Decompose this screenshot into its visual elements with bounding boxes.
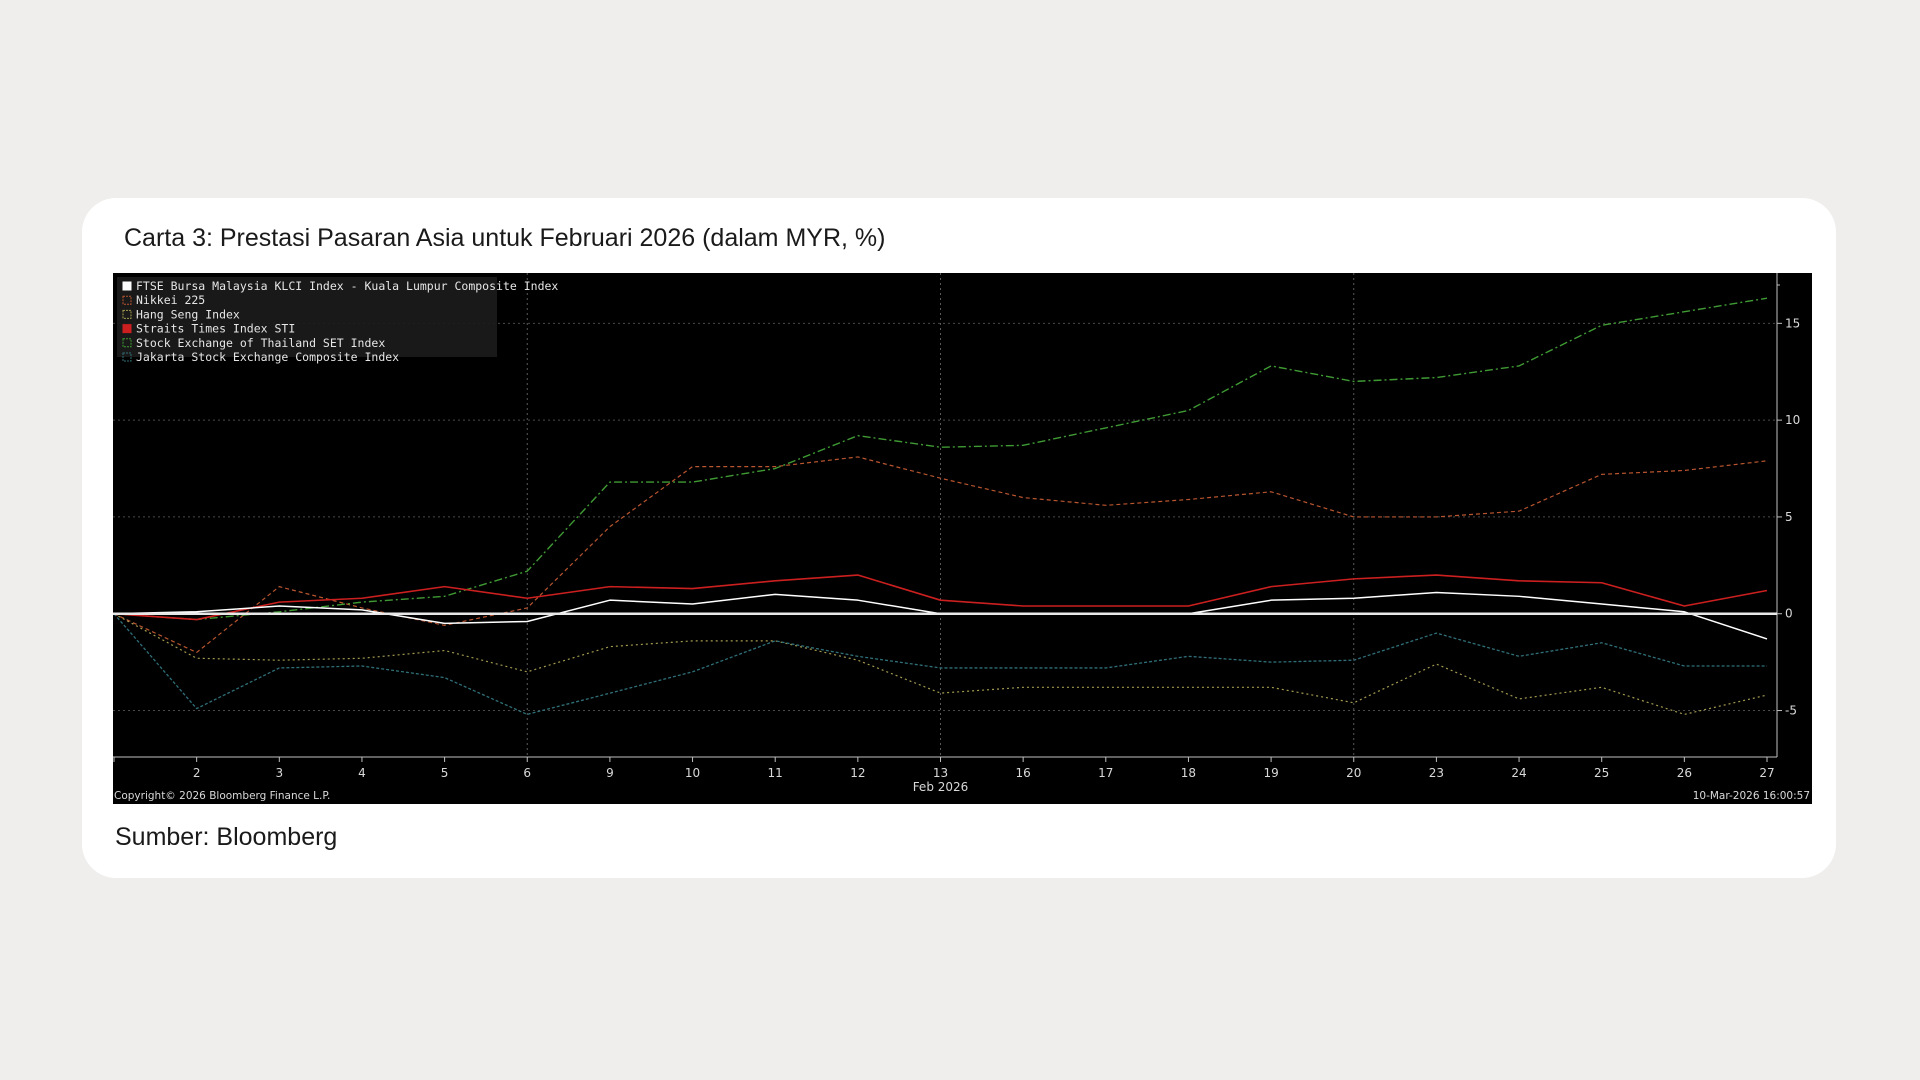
chart-title: Carta 3: Prestasi Pasaran Asia untuk Feb…: [124, 224, 886, 252]
x-tick-label: 20: [1346, 766, 1361, 780]
chart-source: Sumber: Bloomberg: [115, 823, 338, 851]
x-tick-label: 13: [933, 766, 948, 780]
legend-swatch: [122, 281, 132, 291]
chart-card: Carta 3: Prestasi Pasaran Asia untuk Feb…: [82, 198, 1836, 878]
x-tick-label: 6: [523, 766, 531, 780]
y-tick-label: -5: [1785, 704, 1797, 718]
y-tick-label: 15: [1785, 316, 1800, 330]
x-tick-label: 9: [606, 766, 614, 780]
x-tick-label: 11: [768, 766, 783, 780]
x-tick-label: 5: [441, 766, 449, 780]
series-line-5: [113, 613, 1767, 716]
legend-label: Stock Exchange of Thailand SET Index: [136, 336, 385, 350]
x-tick-label: 3: [275, 766, 283, 780]
x-tick-label: 16: [1016, 766, 1031, 780]
x-tick-label: 27: [1759, 766, 1774, 780]
x-tick-label: 4: [358, 766, 366, 780]
series-line-3: [113, 574, 1768, 621]
x-tick-label: 23: [1429, 766, 1444, 780]
legend-swatch: [122, 324, 132, 334]
legend-label: Nikkei 225: [136, 293, 205, 307]
x-tick-label: 25: [1594, 766, 1609, 780]
legend-background: [117, 277, 497, 357]
legend-label: Straits Times Index STI: [136, 322, 295, 336]
x-tick-label: 12: [850, 766, 865, 780]
timestamp-text: 10-Mar-2026 16:00:57: [1693, 790, 1810, 802]
legend-swatch: [122, 352, 132, 362]
copyright-text: Copyright© 2026 Bloomberg Finance L.P.: [114, 790, 330, 802]
legend-label: FTSE Bursa Malaysia KLCI Index - Kuala L…: [136, 279, 558, 293]
x-tick-label: 19: [1263, 766, 1278, 780]
x-tick-label: 10: [685, 766, 700, 780]
x-tick-label: 18: [1181, 766, 1196, 780]
legend: FTSE Bursa Malaysia KLCI Index - Kuala L…: [117, 277, 558, 364]
x-tick-label: 26: [1677, 766, 1692, 780]
y-tick-label: 0: [1785, 607, 1793, 621]
legend-label: Jakarta Stock Exchange Composite Index: [136, 350, 399, 364]
x-tick-label: 2: [193, 766, 201, 780]
series-line-4: [113, 297, 1768, 621]
y-tick-label: 10: [1785, 413, 1800, 427]
x-tick-label: 24: [1511, 766, 1526, 780]
series-line-2: [113, 613, 1768, 716]
legend-swatch: [122, 295, 132, 305]
y-tick-label: 5: [1785, 510, 1793, 524]
legend-label: Hang Seng Index: [136, 307, 240, 321]
chart-panel: 15 10 5 0 -5 2 3 4 5 6 9 10 11 12 13 16 17 18 19 20 23 24 25 26…: [113, 273, 1812, 804]
x-tick-label: 17: [1098, 766, 1113, 780]
x-axis-label: Feb 2026: [913, 780, 969, 794]
